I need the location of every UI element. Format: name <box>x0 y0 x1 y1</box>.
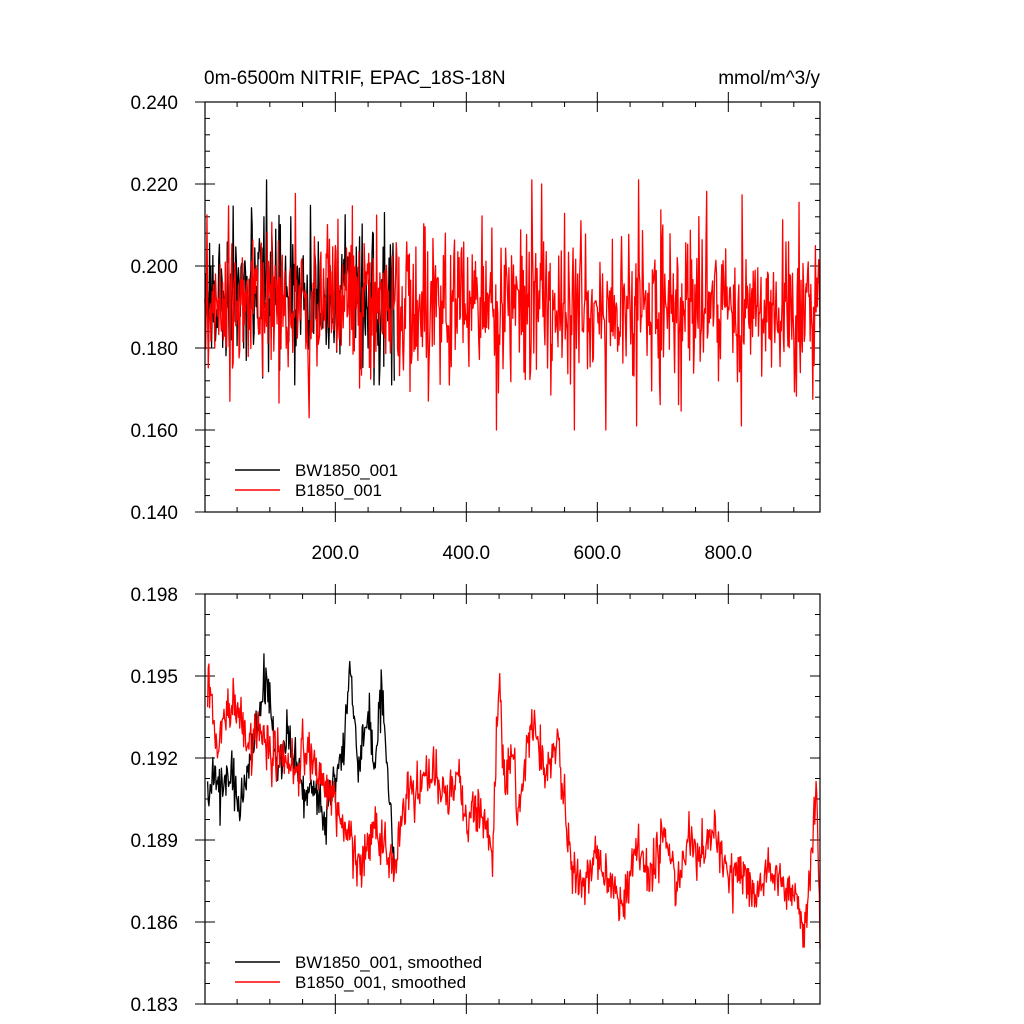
y-tick-label: 0.200 <box>130 257 178 278</box>
top-title-units: mmol/m^3/y <box>718 68 820 89</box>
y-tick-label: 0.220 <box>130 175 178 196</box>
series-line-bw1850 <box>206 653 395 868</box>
top-series-group <box>204 179 821 431</box>
y-tick-label: 0.192 <box>130 749 178 770</box>
top-axis-ticks: 0.140 0.160 0.180 0.200 0.220 0.240 200.0 400.0… <box>130 92 820 564</box>
series-line-b1850 <box>204 179 821 431</box>
legend-label: BW1850_001 <box>295 461 398 480</box>
x-tick-label: 400.0 <box>443 543 491 564</box>
bottom-series-group <box>206 653 821 950</box>
y-tick-label: 0.186 <box>130 913 178 934</box>
top-plot-frame <box>204 101 821 513</box>
top-title-left: 0m-6500m NITRIF, EPAC_18S-18N <box>204 68 506 89</box>
y-tick-label: 0.189 <box>130 831 178 852</box>
y-tick-label: 0.195 <box>130 667 178 688</box>
bottom-axis-ticks: 0.183 0.186 0.189 0.192 0.195 0.198 <box>130 584 820 1016</box>
y-tick-label: 0.140 <box>130 503 178 524</box>
y-tick-label: 0.180 <box>130 339 178 360</box>
bottom-panel: 0.183 0.186 0.189 0.192 0.195 0.198 BW1850_00… <box>130 584 821 1016</box>
x-tick-label: 200.0 <box>312 543 360 564</box>
series-line-b1850 <box>206 663 821 950</box>
legend-label: BW1850_001, smoothed <box>295 953 482 972</box>
x-tick-label: 800.0 <box>705 543 753 564</box>
legend-label: B1850_001, smoothed <box>295 973 466 992</box>
y-tick-label: 0.160 <box>130 421 178 442</box>
legend-label: B1850_001 <box>295 481 382 500</box>
x-tick-label: 600.0 <box>574 543 622 564</box>
y-tick-label: 0.240 <box>130 93 178 114</box>
y-tick-label: 0.198 <box>130 585 178 606</box>
top-panel: 0m-6500m NITRIF, EPAC_18S-18N mmol/m^3/y… <box>130 68 821 564</box>
y-tick-label: 0.183 <box>130 995 178 1016</box>
bottom-plot-frame <box>204 593 821 1005</box>
